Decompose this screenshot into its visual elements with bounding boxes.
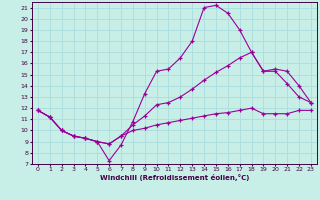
X-axis label: Windchill (Refroidissement éolien,°C): Windchill (Refroidissement éolien,°C) xyxy=(100,174,249,181)
